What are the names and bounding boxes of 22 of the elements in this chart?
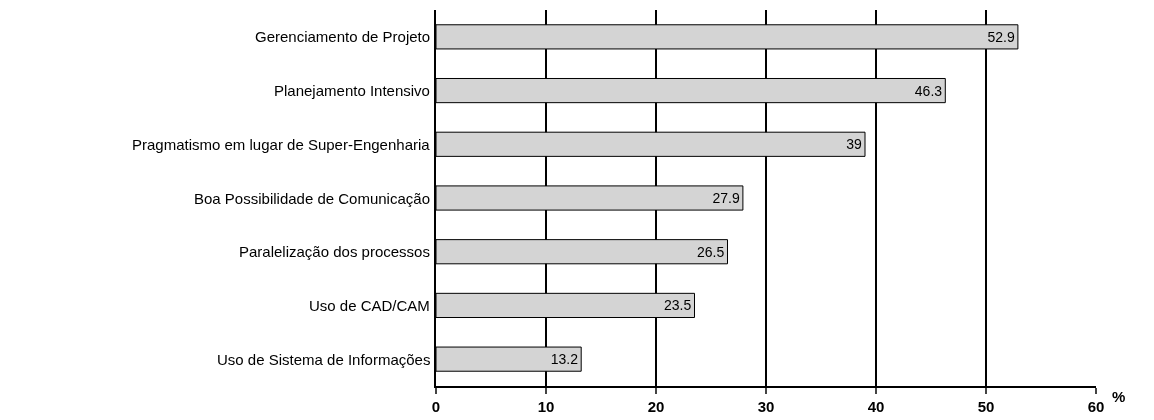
x-tick-label: 30 xyxy=(757,398,775,415)
x-tick-label: 60 xyxy=(1087,398,1105,415)
data-label: 13.2 xyxy=(550,351,579,368)
y-tick-label: Planejamento Intensivo xyxy=(274,82,430,99)
data-label: 26.5 xyxy=(697,243,725,260)
x-axis-title: % xyxy=(1112,388,1126,405)
x-tick-label: 20 xyxy=(647,398,665,415)
x-tick-label: 50 xyxy=(977,398,995,415)
y-tick-label: Boa Possibilidade de Comunicação xyxy=(194,190,430,207)
data-label: 27.9 xyxy=(712,190,740,206)
data-label: 52.9 xyxy=(987,28,1015,45)
data-label: 46.3 xyxy=(914,82,943,99)
y-tick-label: Paralelização dos processos xyxy=(239,243,430,260)
y-tick-label: Uso de CAD/CAM xyxy=(309,297,430,314)
y-tick-label: Uso de Sistema de Informações xyxy=(217,351,431,368)
data-label: 39 xyxy=(846,136,862,153)
y-tick-label: Pragmatismo em lugar de Super-Engenharia xyxy=(132,136,431,153)
x-tick-label: 40 xyxy=(867,398,885,415)
data-label: 23.5 xyxy=(664,297,692,314)
y-tick-label: Gerenciamento de Projeto xyxy=(255,28,431,45)
x-tick-label: 0 xyxy=(431,398,441,415)
x-tick-label: 10 xyxy=(537,398,555,415)
